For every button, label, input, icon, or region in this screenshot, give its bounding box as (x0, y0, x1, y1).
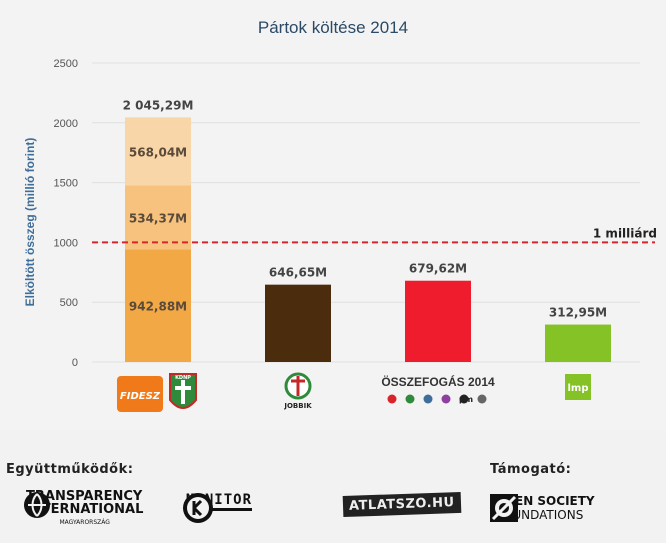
osf-icon (490, 494, 518, 522)
transparency-international-logo[interactable]: TRANSPARENCY INTERNATIONAL MAGYARORSZÁG (22, 490, 143, 529)
footer: Együttműködők: Támogató: TRANSPARENCY IN… (0, 430, 666, 543)
lmp-logo-text: lmp (567, 383, 588, 394)
y-tick-label: 500 (60, 297, 78, 309)
bar-segment (265, 284, 331, 362)
bar-total-label: 679,62M (409, 262, 467, 276)
sponsor-label: Támogató: (490, 462, 572, 477)
chart-title: Pártok költése 2014 (257, 18, 409, 37)
ti-line1: TRANSPARENCY (26, 489, 143, 504)
osszefogas-party-icon (387, 394, 397, 404)
y-tick-label: 0 (72, 357, 78, 369)
segment-value-label: 534,37M (129, 211, 187, 225)
y-tick-label: 2500 (54, 58, 78, 70)
bar-segment (405, 280, 471, 362)
chart-area: Pártok költése 2014 Elköltött összeg (mi… (23, 18, 657, 412)
y-tick-label: 2000 (54, 118, 78, 130)
bar-total-label: 2 045,29M (123, 98, 194, 112)
reference-line-label: 1 milliárd (593, 226, 657, 240)
bar-segment (545, 324, 611, 362)
osszefogas-pm-text: pm (459, 395, 473, 404)
osszefogas-party-icon (423, 394, 433, 404)
bar-segment (125, 117, 191, 186)
kmonitor-logo[interactable]: MONITOR (182, 492, 253, 523)
osszefogas-party-icon (459, 394, 469, 404)
bar-chart: 0 500 1000 1500 2000 2500 942,88M 534,37M 568,04… (54, 58, 657, 412)
osszefogas-party-icon (405, 394, 415, 404)
ti-globe-icon (24, 492, 50, 518)
osszefogas-party-icon (441, 394, 451, 404)
y-tick-label: 1500 (54, 178, 78, 190)
fidesz-logo-text: FIDESZ (120, 391, 161, 402)
osf-logo[interactable]: OPEN SOCIETY FOUNDATIONS (490, 494, 595, 522)
kmonitor-k-icon (183, 493, 213, 523)
ti-line2: INTERNATIONAL (26, 502, 144, 517)
kdnp-cross-v (181, 380, 185, 404)
partners-label: Együttműködők: (6, 462, 134, 477)
bar-total-label: 646,65M (269, 266, 327, 280)
lmp-logo-bg (565, 374, 591, 400)
jobbik-cross-icon (291, 376, 305, 396)
segment-value-label: 942,88M (129, 300, 187, 314)
kdnp-cross-h (175, 386, 191, 390)
atlatszo-logo[interactable]: ATLATSZO.HU (342, 491, 461, 518)
osszefogas-party-icon (477, 394, 487, 404)
ti-line3: MAGYARORSZÁG (59, 519, 110, 526)
osszefogas-logo-text: ÖSSZEFOGÁS 2014 (381, 374, 495, 389)
kdnp-logo-text: KDNP (175, 375, 191, 381)
bar-total-label: 312,95M (549, 306, 607, 320)
bar-segment (125, 185, 191, 250)
fidesz-logo-bg (117, 376, 163, 412)
y-tick-label: 1000 (54, 237, 78, 249)
segment-value-label: 568,04M (129, 145, 187, 159)
jobbik-logo-text: JOBBIK (283, 402, 312, 410)
atlatszo-text: ATLATSZO.HU (348, 495, 455, 514)
bar-segment (125, 249, 191, 362)
osf-line1: OPEN SOCIETY (496, 494, 595, 508)
